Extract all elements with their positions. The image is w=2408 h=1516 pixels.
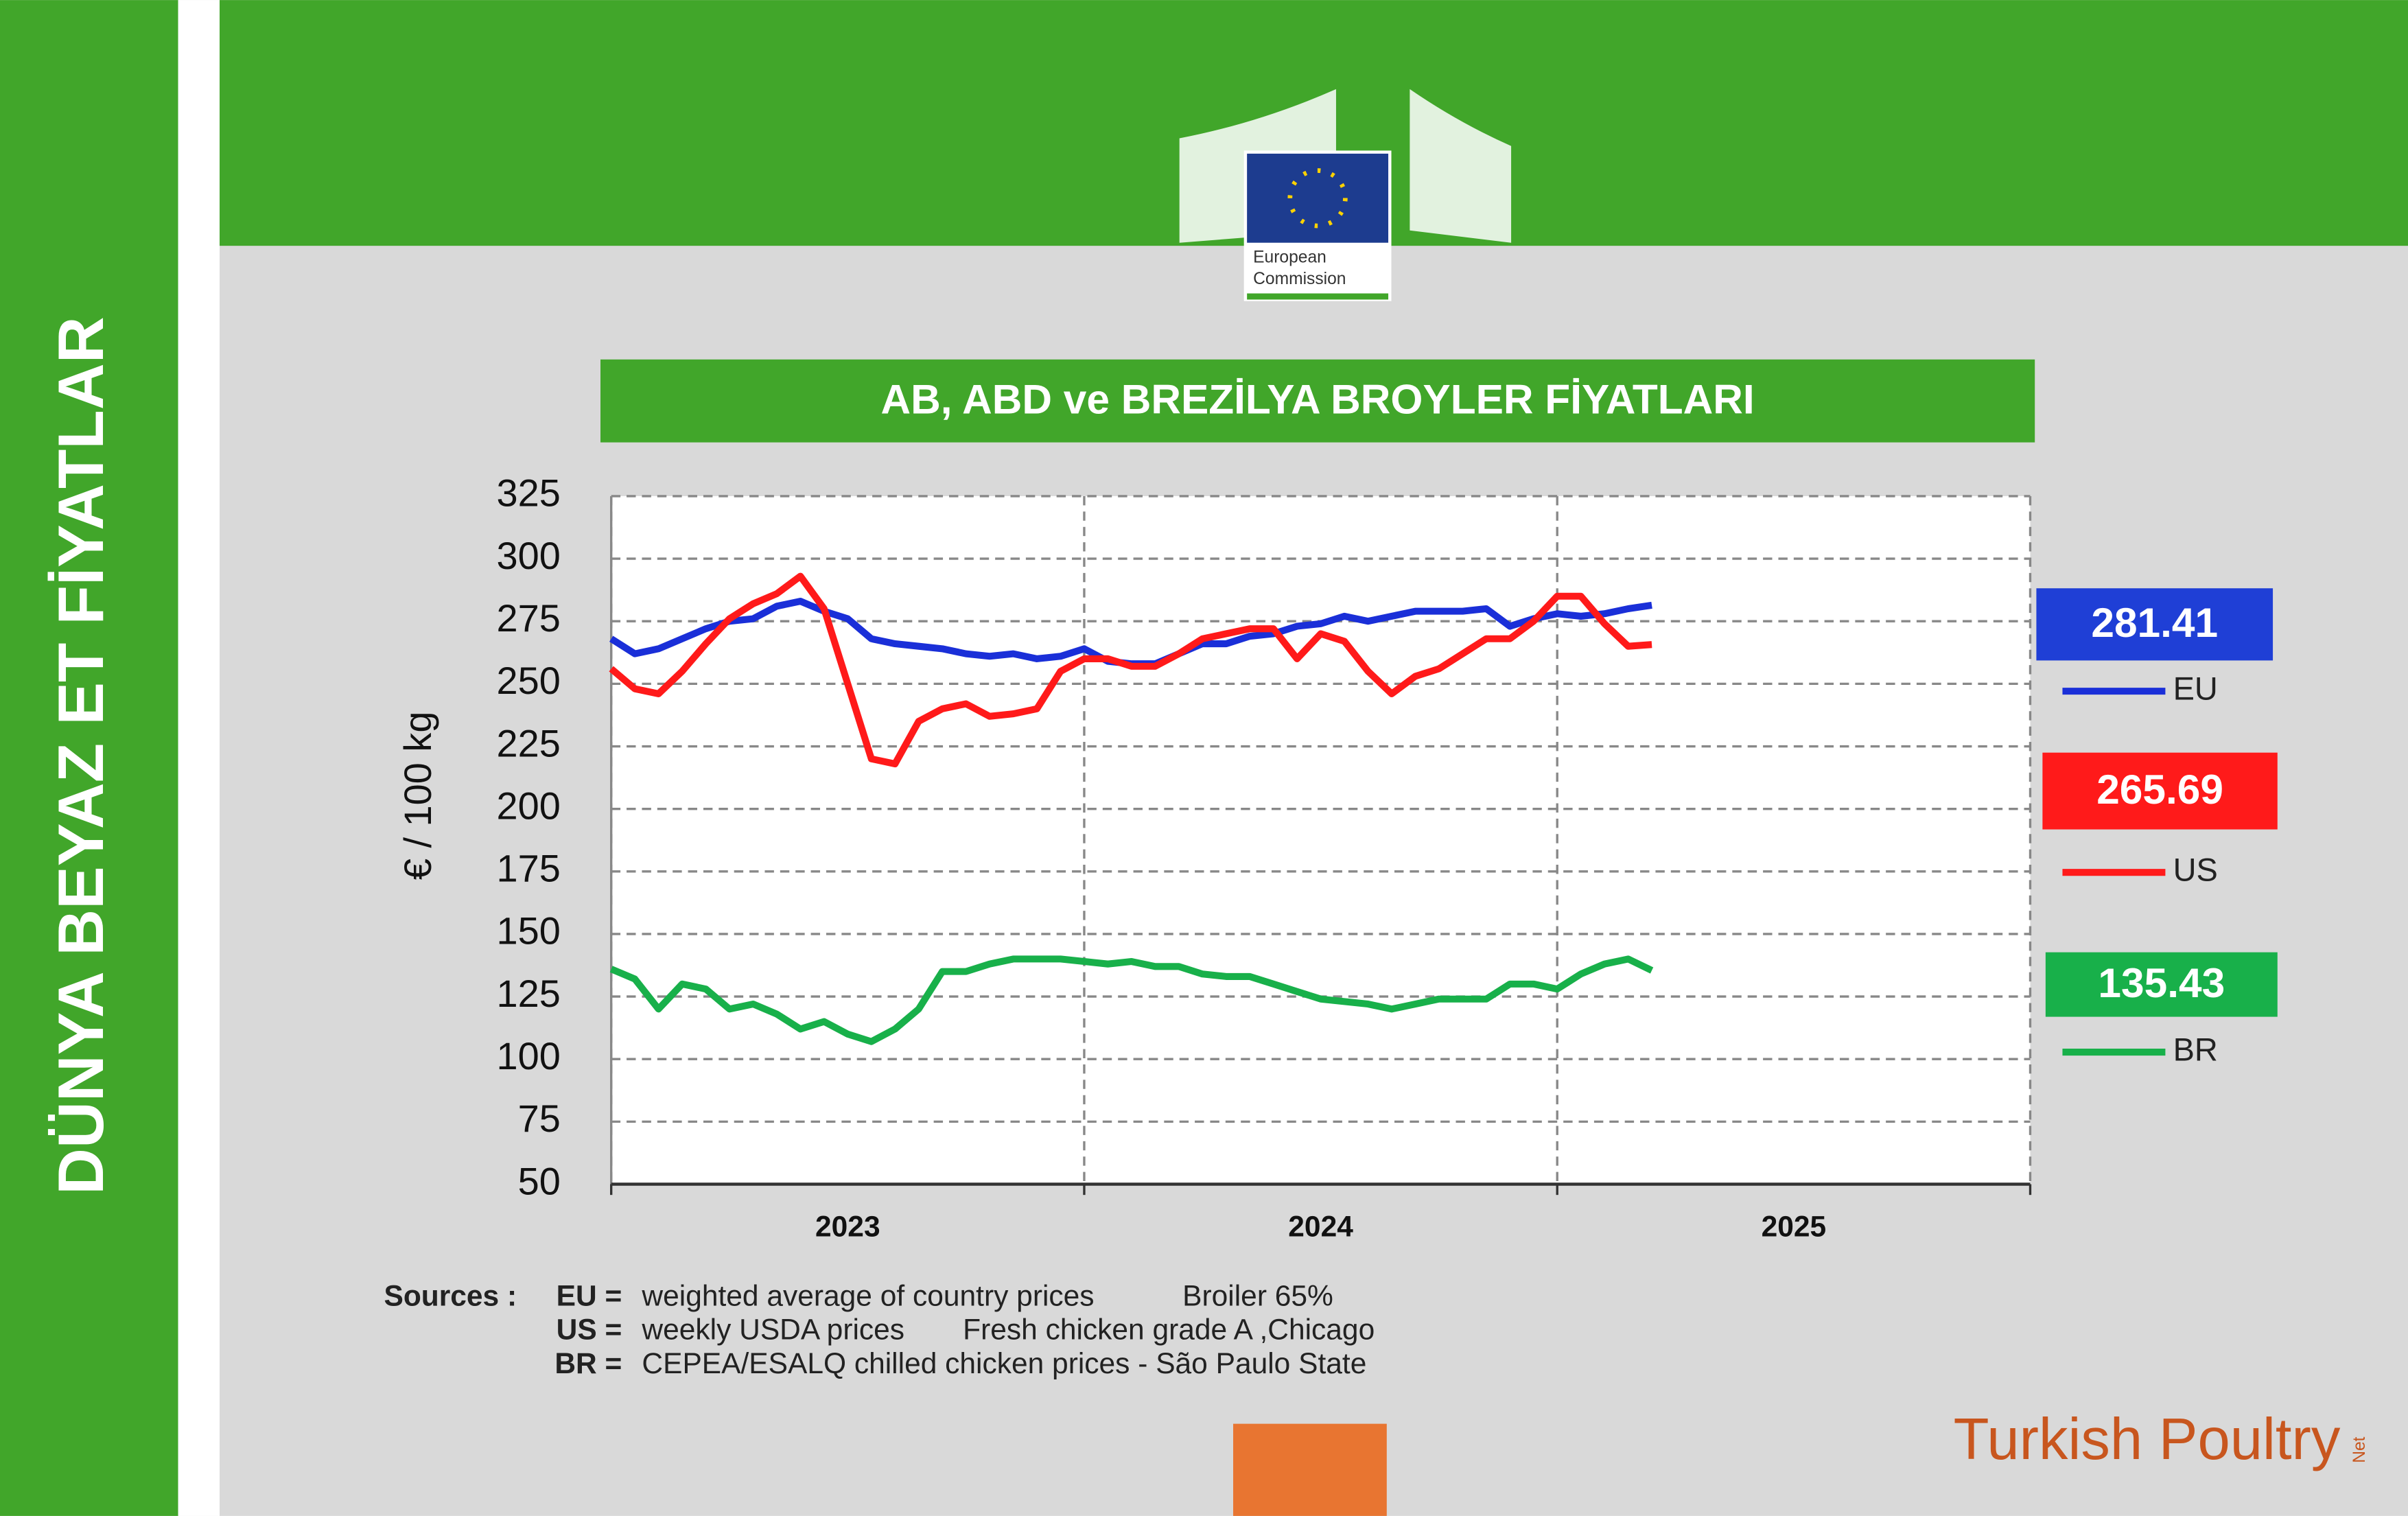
title-bar xyxy=(600,359,2035,443)
sidebar-gap xyxy=(178,0,220,1516)
y-tick-label: 250 xyxy=(496,659,560,702)
x-band-label: 2024 xyxy=(1288,1211,1353,1244)
sidebar-title: DÜNYA BEYAZ ET FİYATLAR xyxy=(45,316,117,1194)
eu-logo: European Commission xyxy=(1179,89,1512,301)
y-axis-label: € / 100 kg xyxy=(396,711,439,880)
source-text: CEPEA/ESALQ chilled chicken prices - São… xyxy=(642,1348,1366,1380)
source-text: weighted average of country prices xyxy=(641,1280,1094,1312)
brand-suffix: Net xyxy=(2350,1436,2369,1462)
plot-area xyxy=(611,495,2031,1185)
legend-label: BR xyxy=(2173,1031,2218,1067)
last-value-label: 135.43 xyxy=(2098,959,2225,1006)
chart-title: AB, ABD ve BREZİLYA BROYLER FİYATLARI xyxy=(881,375,1755,422)
y-tick-label: 200 xyxy=(496,784,560,827)
y-tick-label: 225 xyxy=(496,721,560,765)
x-band-label: 2025 xyxy=(1762,1211,1827,1244)
y-tick-label: 50 xyxy=(518,1159,561,1202)
source-key: EU = xyxy=(557,1280,622,1312)
logo-building xyxy=(1410,89,1512,243)
logo-text: Commission xyxy=(1253,270,1346,288)
x-band-label: 2023 xyxy=(815,1211,880,1244)
sources-label: Sources : xyxy=(384,1280,517,1312)
y-tick-label: 325 xyxy=(496,471,560,515)
last-value-label: 281.41 xyxy=(2091,599,2218,646)
source-text: weekly USDA prices xyxy=(641,1314,904,1346)
source-key: BR = xyxy=(554,1348,622,1380)
source-key: US = xyxy=(557,1314,622,1346)
y-tick-label: 75 xyxy=(518,1097,561,1140)
source-detail: Fresh chicken grade A ,Chicago xyxy=(963,1314,1375,1346)
value-box xyxy=(2045,952,2278,1017)
series-line xyxy=(609,955,1654,1045)
legend-label: EU xyxy=(2173,670,2218,707)
accent-block xyxy=(1233,1423,1387,1516)
series-line xyxy=(609,572,1652,768)
brand: Turkish Poultry xyxy=(1954,1407,2341,1472)
logo-bar xyxy=(1247,293,1389,300)
value-box xyxy=(2042,752,2278,830)
y-tick-label: 175 xyxy=(496,847,560,890)
source-detail: Broiler 65% xyxy=(1182,1280,1333,1312)
y-tick-label: 275 xyxy=(496,596,560,640)
y-tick-label: 150 xyxy=(496,909,560,953)
sidebar xyxy=(0,0,178,1516)
y-tick-label: 100 xyxy=(496,1034,560,1077)
last-value-label: 265.69 xyxy=(2096,766,2223,813)
logo-text: European xyxy=(1253,248,1326,267)
y-tick-label: 125 xyxy=(496,972,560,1015)
logo-stars xyxy=(1287,168,1348,229)
legend-label: US xyxy=(2173,852,2218,888)
logo-flag xyxy=(1247,153,1389,243)
y-tick-label: 300 xyxy=(496,534,560,577)
sources: Sources : EU = weighted average of country… xyxy=(384,1280,1375,1379)
value-box xyxy=(2036,588,2273,661)
